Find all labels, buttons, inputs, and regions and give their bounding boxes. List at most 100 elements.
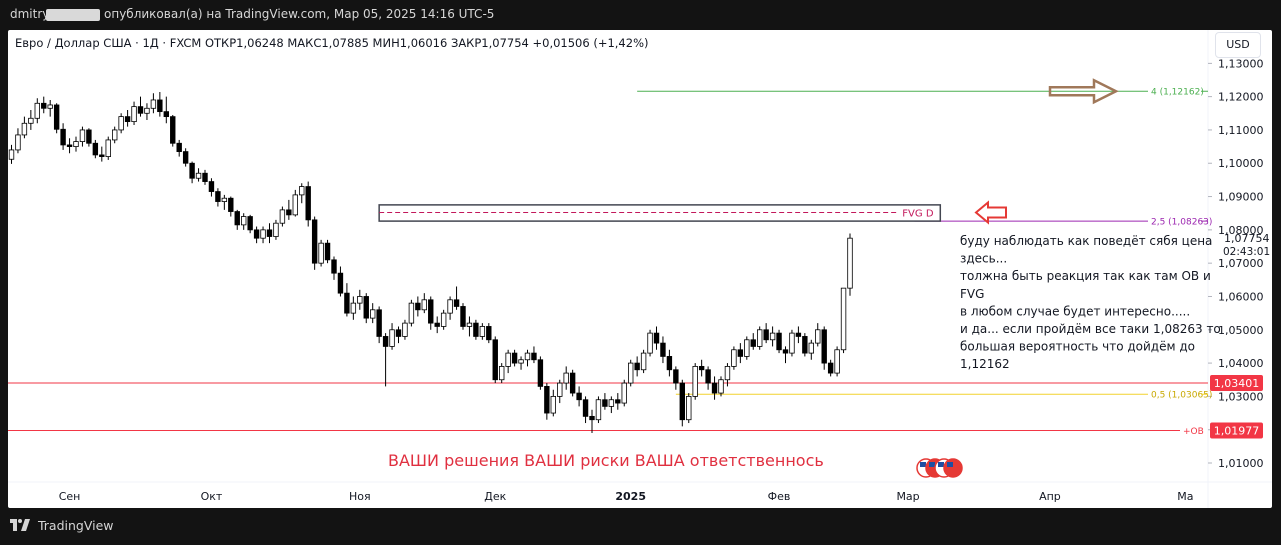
candle [737,343,744,364]
candle [782,346,789,364]
candle-body [640,352,647,371]
candle-body [202,172,208,182]
candle-body [369,309,376,319]
candle-body [460,306,466,327]
candle-body [821,329,827,364]
price-tag [1210,422,1263,439]
candle [286,199,292,220]
candle-body [34,102,40,119]
candle [41,96,47,114]
candle [576,386,582,407]
candle [595,396,602,424]
candle [821,326,827,370]
candle-body [421,299,427,311]
candle-body [176,142,182,152]
candle [15,128,21,154]
candle [744,336,750,360]
candle [666,349,673,377]
candle [718,376,724,397]
candle [557,379,563,404]
candle-body [569,372,576,394]
flag-canton [947,462,953,467]
symbol-legend: Евро / Доллар США · 1Д · FXCM ОТКР1,0624… [15,36,649,50]
level-label: 4 (1,12162) [1151,88,1204,98]
candle-body [686,395,692,421]
candle-body [557,382,563,397]
candle [428,296,434,330]
candle [589,409,595,434]
candle [215,188,221,207]
candle-body [434,322,440,327]
redaction-block [46,9,100,21]
candle-body [440,312,447,327]
candle-body [744,339,750,357]
candle [834,346,840,377]
candle-body [131,106,137,123]
candle [112,126,118,144]
candle-body [124,116,131,123]
x-tick-label: Сен [59,490,81,503]
candle-body [544,386,550,414]
level-label: 0,5 (1,03065) [1151,391,1212,401]
candle-body [105,139,111,157]
annotation-line: и да... если пройдём все таки 1,08263 то [960,322,1221,336]
candle [182,148,189,167]
candle [34,98,40,124]
candle [466,316,473,337]
candle-body [189,162,195,179]
candle [440,309,447,330]
y-tick-label: 1,10000 [1218,157,1264,170]
candle-body [692,366,698,397]
candle-body [724,366,731,381]
candle [131,101,137,125]
candle-body [808,342,814,354]
chart-panel[interactable]: 1,13000 1,12000 1,11000 1,10000 1,09000 1,080… [8,30,1272,508]
flag-icon [943,458,963,478]
candle-body [666,356,673,371]
candle-body [318,242,324,264]
candle [157,91,163,117]
candle [698,359,705,377]
candle [486,323,492,344]
fvg-arrow-icon [974,200,1007,225]
x-tick-label: Апр [1039,490,1061,503]
price-chart[interactable]: 1,13000 1,12000 1,11000 1,10000 1,09000 1,080… [8,30,1272,508]
candle-body [428,299,434,324]
candle [86,128,92,147]
candle-body [157,99,163,113]
candle-body [757,329,763,347]
candle-body [595,399,602,421]
candle [382,333,389,387]
y-tick-label: 1,11000 [1218,124,1264,137]
candle-body [563,372,569,384]
candle [21,116,28,139]
candle [776,329,782,354]
currency-button[interactable]: USD [1215,32,1261,58]
candle-body [182,151,189,164]
candle-body [8,149,15,160]
footer-brand: TradingView [37,518,114,533]
x-tick-label: Фев [768,490,791,503]
candle-body [292,194,298,216]
candle [163,96,169,124]
y-tick-label: 1,07000 [1218,257,1264,270]
candle [92,139,99,159]
candle [144,103,150,120]
candle-body [447,299,453,314]
candle [847,233,853,296]
publish-info: опубликовал(а) на TradingView.com, Мар 0… [104,7,495,21]
price-tag-text: 1,01977 [1214,424,1260,437]
y-tick-label: 1,06000 [1218,290,1264,303]
candle-body [395,329,402,337]
x-tick-label: Окт [201,490,223,503]
candle [711,376,718,400]
candle [460,303,466,330]
candle [660,336,666,364]
candle-body [28,117,34,124]
candle-body [737,349,744,357]
price-tag-text: 1,03401 [1214,377,1260,390]
candle-body [92,142,99,156]
candle [79,126,86,147]
candle-body [311,219,318,264]
candle-body [840,287,847,351]
